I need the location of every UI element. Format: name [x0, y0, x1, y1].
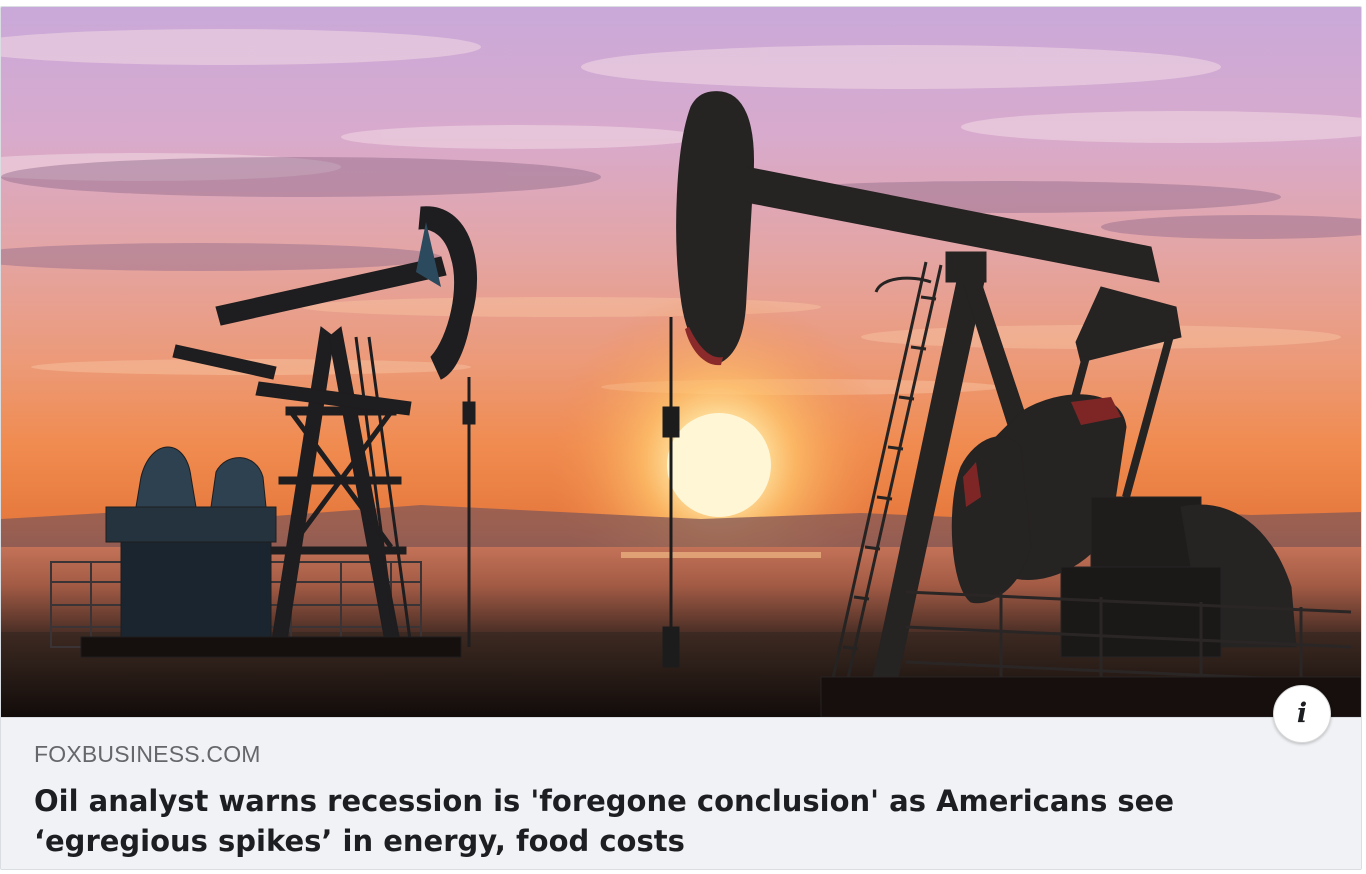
link-domain: FOXBUSINESS.COM	[34, 741, 261, 767]
link-preview-card[interactable]: i FOXBUSINESS.COM Oil analyst warns rece…	[0, 6, 1362, 870]
preview-image[interactable]	[1, 7, 1361, 717]
link-caption[interactable]: FOXBUSINESS.COM Oil analyst warns recess…	[1, 717, 1361, 869]
link-headline[interactable]: Oil analyst warns recession is 'foregone…	[34, 784, 1175, 858]
info-button[interactable]: i	[1273, 685, 1331, 743]
sunset-oil-pumps-image	[1, 7, 1361, 717]
info-icon: i	[1296, 698, 1308, 729]
